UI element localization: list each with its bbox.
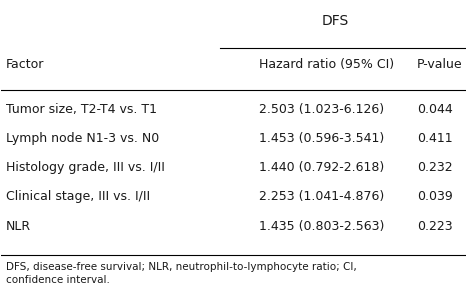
Text: 0.411: 0.411 bbox=[417, 132, 453, 146]
Text: 0.044: 0.044 bbox=[417, 103, 453, 116]
Text: Lymph node N1-3 vs. N0: Lymph node N1-3 vs. N0 bbox=[6, 132, 159, 146]
Text: 2.253 (1.041-4.876): 2.253 (1.041-4.876) bbox=[259, 191, 384, 203]
Text: Hazard ratio (95% CI): Hazard ratio (95% CI) bbox=[259, 58, 394, 71]
Text: 1.440 (0.792-2.618): 1.440 (0.792-2.618) bbox=[259, 162, 384, 174]
Text: 2.503 (1.023-6.126): 2.503 (1.023-6.126) bbox=[259, 103, 384, 116]
Text: DFS: DFS bbox=[322, 14, 349, 28]
Text: 0.232: 0.232 bbox=[417, 162, 453, 174]
Text: Factor: Factor bbox=[6, 58, 45, 71]
Text: DFS, disease-free survival; NLR, neutrophil-to-lymphocyte ratio; CI,
confidence : DFS, disease-free survival; NLR, neutrop… bbox=[6, 262, 357, 285]
Text: 0.039: 0.039 bbox=[417, 191, 453, 203]
Text: Clinical stage, III vs. I/II: Clinical stage, III vs. I/II bbox=[6, 191, 150, 203]
Text: P-value: P-value bbox=[417, 58, 463, 71]
Text: 0.223: 0.223 bbox=[417, 219, 453, 233]
Text: 1.435 (0.803-2.563): 1.435 (0.803-2.563) bbox=[259, 219, 384, 233]
Text: Histology grade, III vs. I/II: Histology grade, III vs. I/II bbox=[6, 162, 165, 174]
Text: 1.453 (0.596-3.541): 1.453 (0.596-3.541) bbox=[259, 132, 384, 146]
Text: NLR: NLR bbox=[6, 219, 31, 233]
Text: Tumor size, T2-T4 vs. T1: Tumor size, T2-T4 vs. T1 bbox=[6, 103, 157, 116]
